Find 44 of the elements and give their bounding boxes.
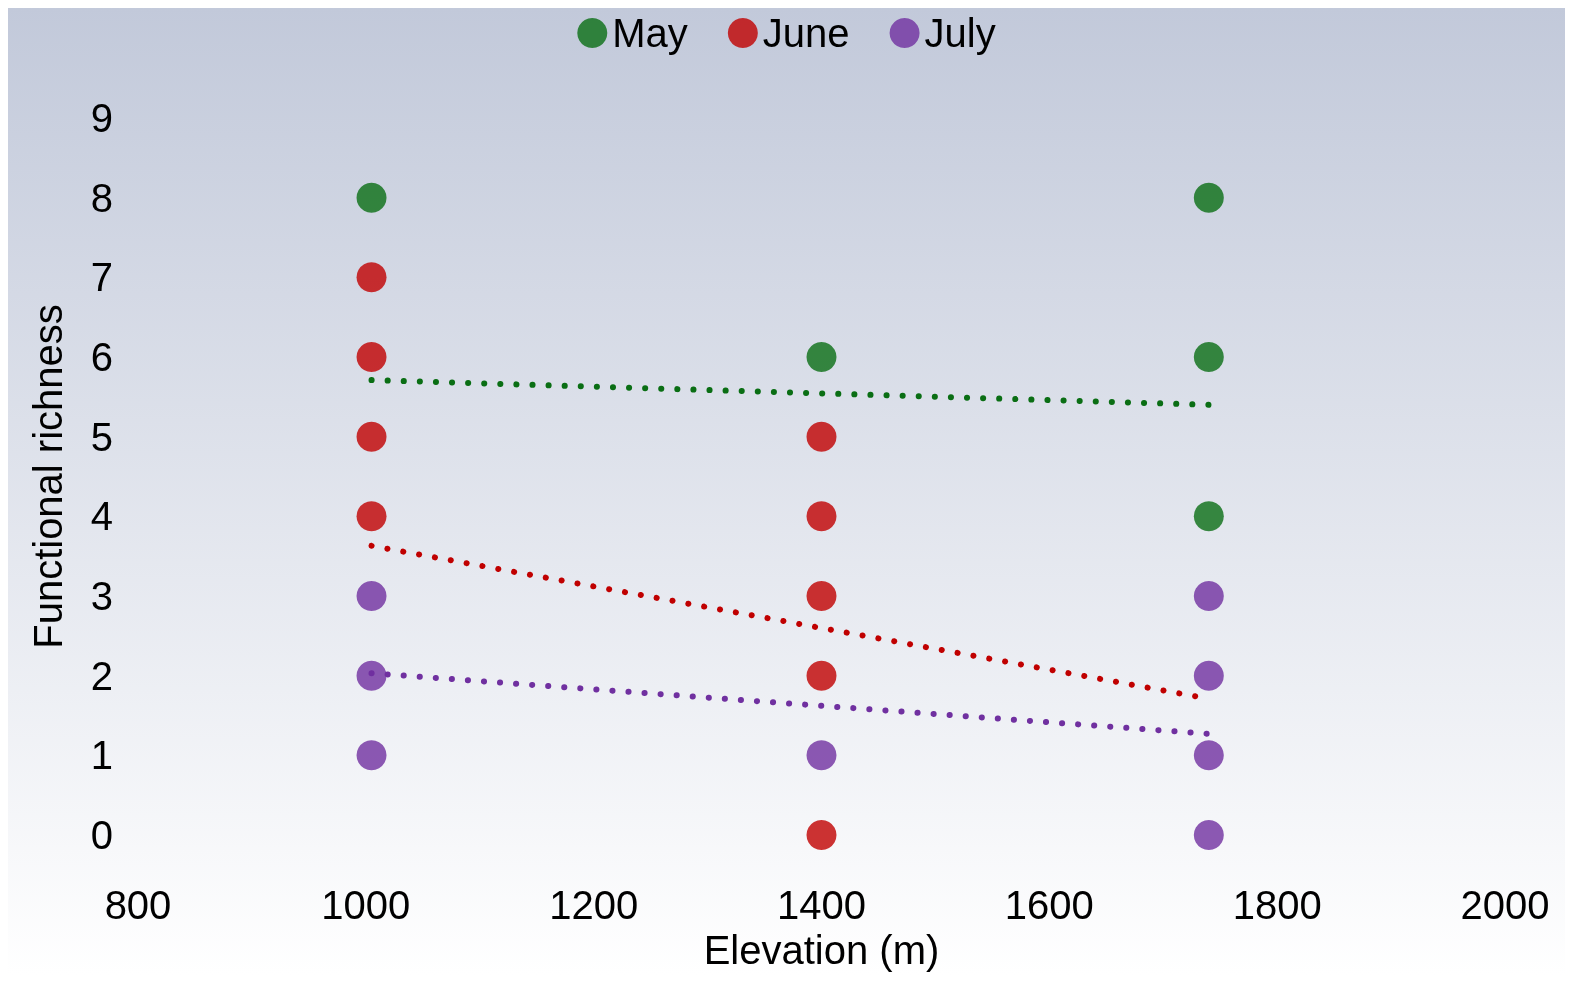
point (1193, 501, 1224, 532)
point (356, 581, 387, 611)
y-axis-title: Functional richness (26, 304, 70, 649)
x-tick-label: 800 (104, 883, 172, 927)
point (1193, 740, 1224, 771)
x-tick-label: 1800 (1232, 883, 1322, 927)
x-tick-label: 2000 (1460, 883, 1550, 927)
y-tick-label: 1 (90, 733, 113, 778)
y-tick-label: 7 (90, 255, 113, 300)
point (806, 740, 837, 771)
point (1193, 182, 1224, 213)
y-tick-label: 4 (90, 494, 113, 539)
x-tick-label: 1600 (1004, 883, 1094, 927)
y-tick-label: 5 (90, 414, 113, 459)
point (356, 501, 387, 532)
point (356, 421, 387, 452)
x-tick-label: 1400 (777, 883, 866, 927)
point (356, 740, 387, 771)
x-tick-label: 1200 (549, 883, 639, 927)
point (806, 660, 837, 691)
point (806, 421, 837, 452)
point (356, 262, 387, 293)
point (1193, 581, 1224, 611)
point (356, 342, 387, 372)
point (806, 342, 837, 372)
y-tick-label: 3 (90, 574, 113, 618)
legend-label: May (612, 11, 688, 55)
y-tick-label: 8 (90, 175, 113, 220)
point (806, 820, 837, 850)
point (1193, 820, 1224, 850)
y-tick-label: 2 (90, 653, 113, 698)
y-tick-label: 6 (90, 335, 113, 379)
y-tick-label: 9 (90, 96, 113, 140)
point (806, 581, 837, 611)
point (1193, 342, 1224, 372)
y-tick-label: 0 (90, 813, 113, 857)
legend-label: June (762, 11, 850, 55)
point (806, 501, 837, 532)
x-tick-label: 1000 (321, 883, 411, 927)
point (356, 660, 387, 691)
x-axis-title: Elevation (m) (703, 928, 940, 972)
point (1193, 660, 1224, 691)
point (356, 182, 387, 213)
legend-label: July (924, 11, 996, 55)
